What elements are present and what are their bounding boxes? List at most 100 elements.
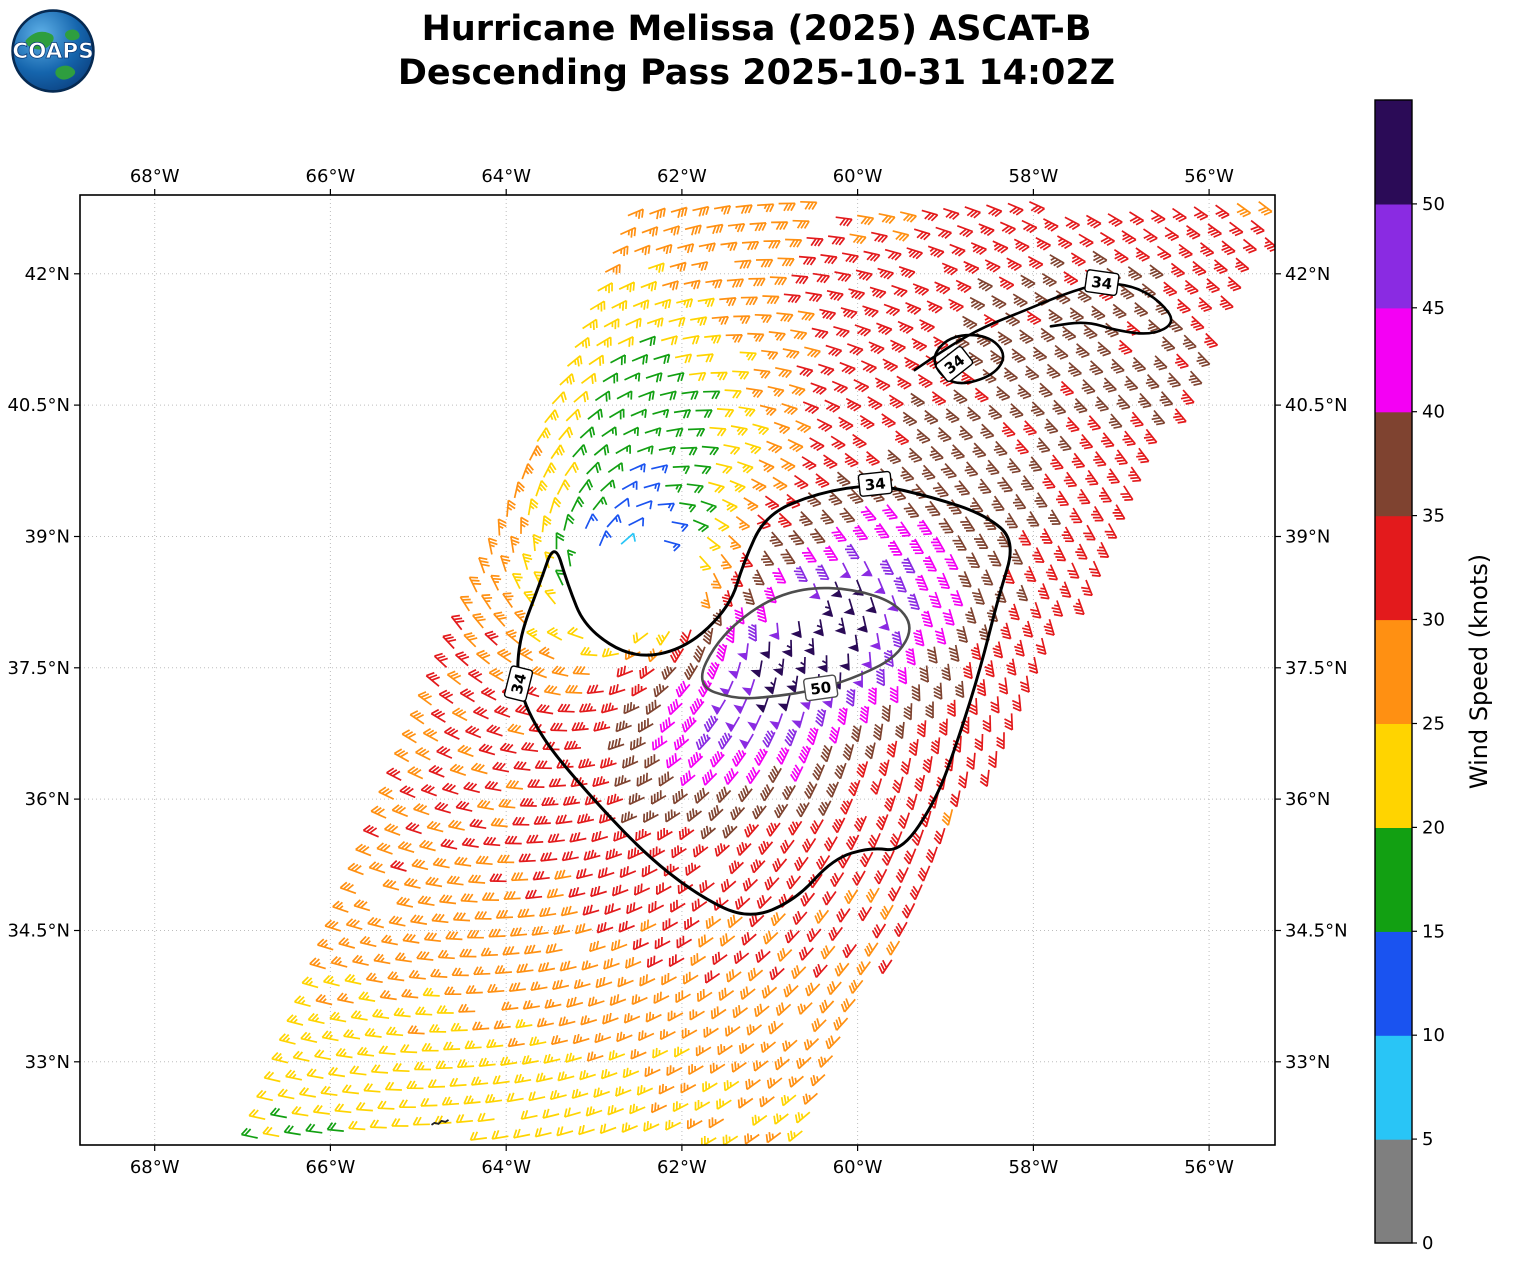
wind-barb (488, 928, 506, 938)
colorbar-bin (1375, 307, 1412, 413)
wind-barb (716, 786, 732, 804)
wind-barb (903, 356, 920, 371)
wind-barb (526, 834, 544, 844)
wind-barb (1156, 245, 1172, 261)
wind-barb (820, 509, 835, 525)
wind-barb (620, 226, 637, 238)
wind-barb (974, 533, 989, 549)
wind-barb (680, 446, 698, 456)
x-tick-label: 58°W (1009, 1157, 1059, 1178)
wind-barb (1127, 266, 1143, 281)
wind-barb (378, 1045, 396, 1055)
wind-barb (497, 648, 512, 663)
wind-barb (727, 222, 746, 233)
wind-barb (800, 892, 816, 907)
wind-barb (716, 408, 735, 418)
wind-barb (659, 1029, 676, 1041)
wind-barb (702, 1081, 718, 1093)
wind-barb (1150, 209, 1166, 224)
wind-barb (895, 867, 909, 883)
wind-barb (1018, 529, 1032, 546)
wind-barb (1042, 473, 1056, 489)
wind-barb (334, 1103, 352, 1114)
wind-barb (968, 351, 984, 367)
wind-barb (449, 763, 467, 777)
wind-barb (573, 979, 591, 990)
wind-barb (923, 555, 938, 572)
wind-barb (643, 482, 661, 492)
wind-barb (878, 959, 893, 975)
wind-barb (1060, 380, 1075, 397)
wind-barb (671, 521, 689, 532)
wind-barb (703, 390, 721, 400)
wind-barb (770, 912, 786, 927)
wind-barb (538, 646, 555, 660)
wind-barb (691, 898, 708, 912)
colorbar-bin (1375, 827, 1412, 932)
wind-barb (1067, 562, 1080, 579)
wind-barb (1089, 360, 1104, 376)
y-tick-label: 40.5°N (7, 395, 70, 416)
wind-barb (384, 823, 401, 836)
wind-barb (450, 1022, 468, 1032)
wind-barb (935, 226, 952, 239)
wind-barb (1079, 433, 1094, 450)
wind-barb (441, 782, 459, 795)
globe-continent (25, 31, 54, 50)
wind-barb (592, 776, 610, 788)
wind-barb (630, 408, 647, 418)
wind-barb (781, 784, 796, 801)
wind-barb (1004, 713, 1014, 731)
wind-barb (925, 701, 934, 719)
colorbar-tick-label: 35 (1422, 506, 1445, 527)
wind-barb (644, 1066, 661, 1078)
x-tick-label: 64°W (481, 1157, 531, 1178)
y-tick-label: 36°N (1285, 789, 1330, 810)
wind-barb (812, 763, 825, 781)
wind-barb (963, 260, 980, 275)
wind-barb (1051, 600, 1064, 617)
wind-barb (1001, 421, 1016, 438)
wind-barb (1075, 343, 1090, 359)
wind-barb (1063, 271, 1079, 286)
wind-barb (827, 235, 846, 246)
wind-barb (1190, 315, 1205, 331)
wind-barb (456, 1059, 475, 1069)
wind-barb (928, 591, 942, 609)
colorbar-tick-label: 45 (1422, 298, 1445, 319)
wind-barb (709, 426, 727, 437)
wind-barb (1070, 252, 1086, 267)
x-tick-label: 64°W (481, 166, 531, 187)
wind-barb (638, 390, 655, 401)
wind-barb (839, 507, 856, 524)
wind-barb (698, 934, 714, 948)
wind-barb (962, 661, 973, 680)
wind-barb (910, 392, 925, 408)
wind-barb (952, 735, 962, 753)
wind-barb (739, 351, 757, 361)
wind-barb (478, 1057, 496, 1067)
wind-barb (655, 882, 672, 896)
wind-barb (838, 416, 854, 431)
wind-barb (668, 316, 686, 327)
wind-barb (962, 315, 978, 330)
wind-barb (393, 1007, 411, 1018)
wind-barb (708, 1117, 725, 1129)
wind-barb (990, 350, 1005, 365)
wind-barb (438, 689, 454, 705)
wind-barb (1250, 219, 1265, 235)
wind-barb (776, 747, 790, 765)
wind-barb (563, 740, 582, 750)
wind-barb (737, 1097, 754, 1109)
wind-barb (546, 888, 564, 899)
wind-barb (526, 627, 541, 643)
wind-barb (859, 851, 874, 868)
wind-barb (345, 918, 363, 931)
wind-barb (1023, 420, 1038, 436)
wind-barb (831, 817, 846, 834)
y-tick-label: 36°N (25, 789, 70, 810)
colorbar-tick-label: 25 (1422, 714, 1445, 735)
wind-barb (874, 523, 890, 539)
wind-barb (881, 413, 896, 428)
